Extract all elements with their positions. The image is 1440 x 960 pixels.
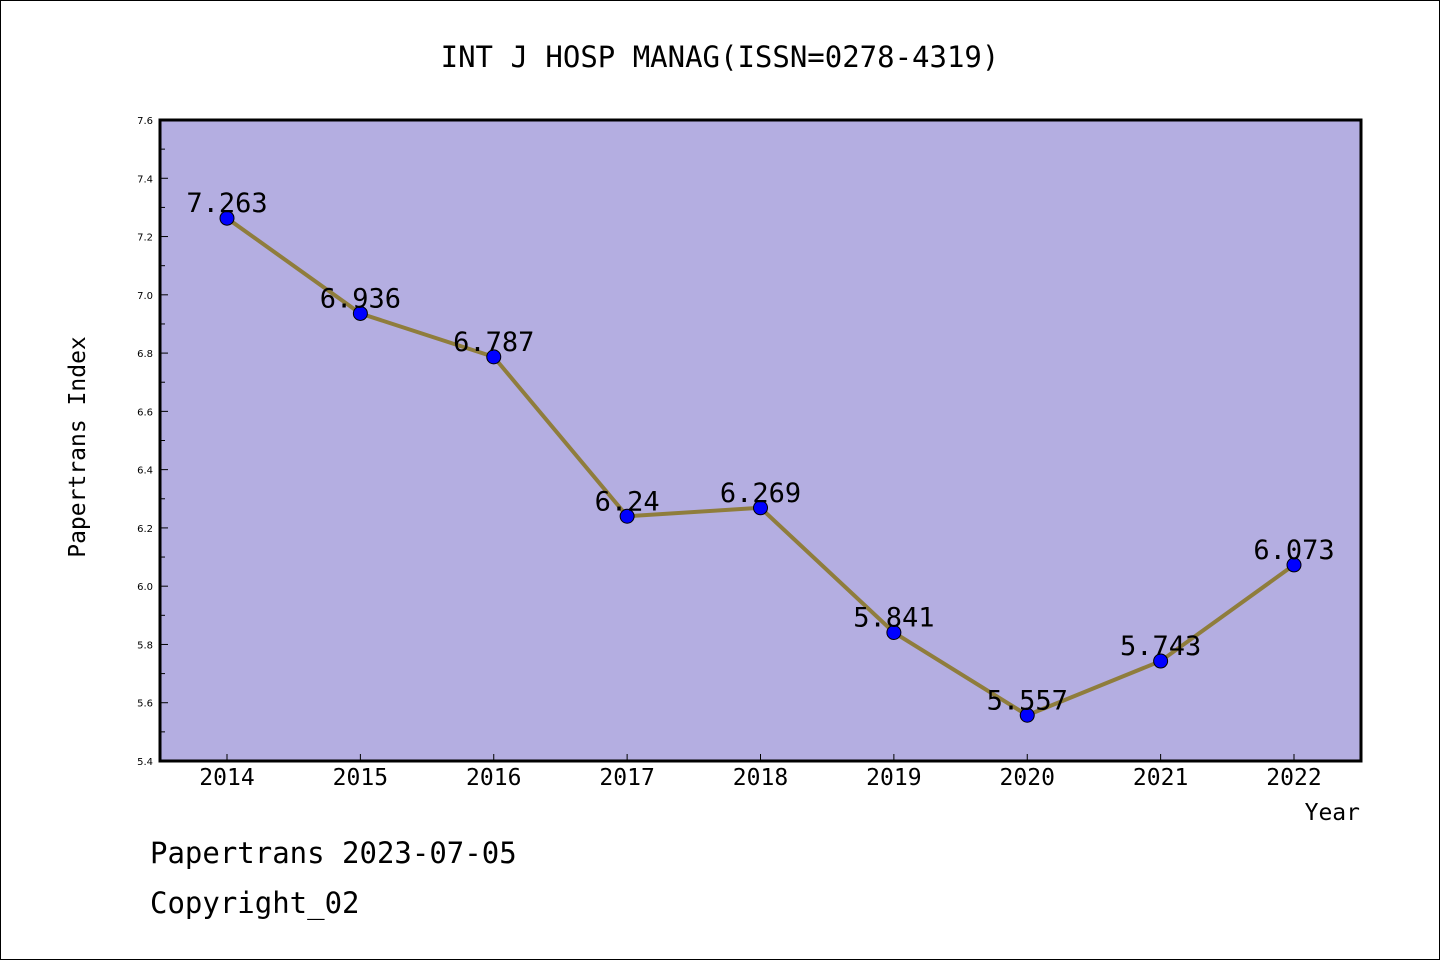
data-label: 6.936 xyxy=(320,283,401,314)
x-tick-label: 2021 xyxy=(1133,765,1188,791)
y-tick-label: 5.4 xyxy=(137,757,153,768)
y-tick-label: 5.8 xyxy=(137,640,153,651)
data-label: 6.24 xyxy=(595,486,660,517)
y-tick-label: 6.6 xyxy=(137,407,153,418)
data-label: 6.073 xyxy=(1253,535,1334,566)
data-point xyxy=(486,349,502,365)
chart-title: INT J HOSP MANAG(ISSN=0278-4319) xyxy=(441,40,1000,74)
data-series: 7.263 6.936 6.787 6.24 6.269 5.841 5.557 5.743 6… xyxy=(186,188,1335,723)
data-point xyxy=(1019,707,1035,723)
data-label: 6.787 xyxy=(453,327,534,358)
data-label: 5.557 xyxy=(987,685,1068,716)
data-point xyxy=(753,500,768,516)
data-point xyxy=(1153,653,1169,669)
data-label: 5.841 xyxy=(853,603,934,634)
x-tick-label: 2016 xyxy=(466,765,521,791)
y-tick-label: 5.6 xyxy=(137,699,153,710)
x-tick-label: 2019 xyxy=(866,765,921,791)
y-tick-label: 6.4 xyxy=(137,466,153,477)
footer-copyright: Copyright_02 xyxy=(150,886,360,920)
x-axis-label: Year xyxy=(1305,800,1360,826)
x-tick-label: 2018 xyxy=(733,765,788,791)
plot-area xyxy=(160,120,1361,761)
y-tick-label: 7.6 xyxy=(137,116,153,127)
data-point xyxy=(886,625,902,641)
data-label: 7.263 xyxy=(186,188,267,219)
x-tick-label: 2017 xyxy=(599,765,654,791)
y-tick-label: 6.8 xyxy=(137,349,153,360)
y-tick-label: 7.2 xyxy=(137,233,153,244)
data-label: 6.269 xyxy=(720,478,801,509)
y-axis-label: Papertrans Index xyxy=(65,336,91,558)
y-tick-label: 6.0 xyxy=(137,582,153,593)
footer-source: Papertrans 2023-07-05 xyxy=(150,836,517,870)
x-tick-label: 2022 xyxy=(1266,765,1321,791)
data-point xyxy=(352,305,368,321)
x-tick-label: 2015 xyxy=(333,765,388,791)
y-tick-label: 7.0 xyxy=(137,291,153,302)
x-tick-label: 2020 xyxy=(1000,765,1055,791)
y-axis: 5.4 5.6 5.8 6.0 6.2 6.4 6.6 6.8 7.0 7.2 7.4 7.6 xyxy=(137,116,168,768)
plot-border xyxy=(158,118,1363,763)
x-axis: 2014 2015 2016 2017 2018 2019 2020 2021 2022 xyxy=(199,754,1322,791)
data-point xyxy=(1286,557,1302,573)
x-tick-label: 2014 xyxy=(199,765,254,791)
data-point xyxy=(619,508,635,524)
y-tick-label: 7.4 xyxy=(137,174,153,185)
data-label: 5.743 xyxy=(1120,631,1201,662)
data-point xyxy=(219,210,235,226)
y-tick-label: 6.2 xyxy=(137,524,153,535)
